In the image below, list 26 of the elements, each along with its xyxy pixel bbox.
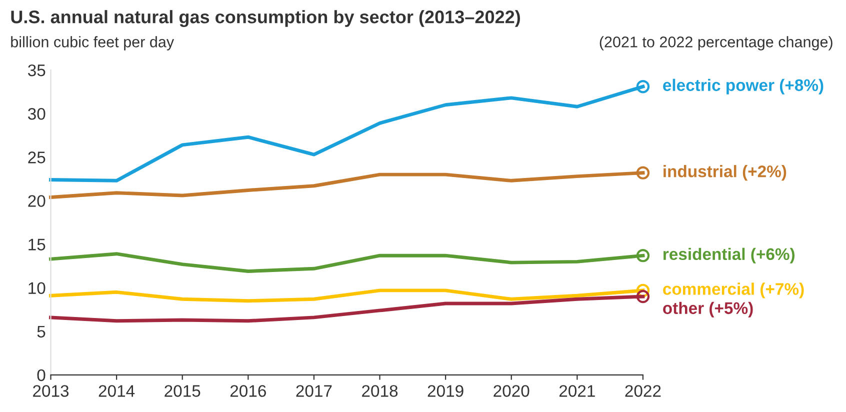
series-label: other (+5%) <box>663 302 753 318</box>
series-label: industrial (+2%) <box>664 165 786 181</box>
y-tick-label: 10 <box>28 282 46 294</box>
y-tick-label: 30 <box>28 108 46 120</box>
x-tick-label: 2014 <box>98 385 135 397</box>
y-tick-label: 20 <box>28 195 46 207</box>
y-tick-label: 35 <box>28 64 46 76</box>
x-tick-label: 2022 <box>625 385 661 397</box>
x-tick-label: 2016 <box>230 385 266 397</box>
x-tick-label: 2018 <box>362 385 398 397</box>
y-tick-label: 0 <box>37 369 46 382</box>
x-tick-label: 2019 <box>428 385 464 397</box>
x-tick-label: 2013 <box>33 385 69 397</box>
x-tick-label: 2021 <box>559 385 595 397</box>
y-tick-label: 15 <box>28 238 46 250</box>
chart-title: U.S. annual natural gas consumption by sector (2013–2022) <box>11 10 520 27</box>
text: (2021 to 2022 percentage change) <box>600 36 832 50</box>
y-tick-label: 5 <box>37 326 46 338</box>
series-label: commercial (+7%) <box>663 282 804 298</box>
x-tick-label: 2017 <box>296 385 332 397</box>
series-label: electric power (+8%) <box>663 78 824 94</box>
y-axis-title: billion cubic feet per day <box>11 36 174 50</box>
series-label: residential (+6%) <box>664 248 794 264</box>
x-tick-label: 2015 <box>164 385 200 397</box>
y-tick-label: 25 <box>28 152 46 164</box>
x-tick-label: 2020 <box>494 385 530 397</box>
